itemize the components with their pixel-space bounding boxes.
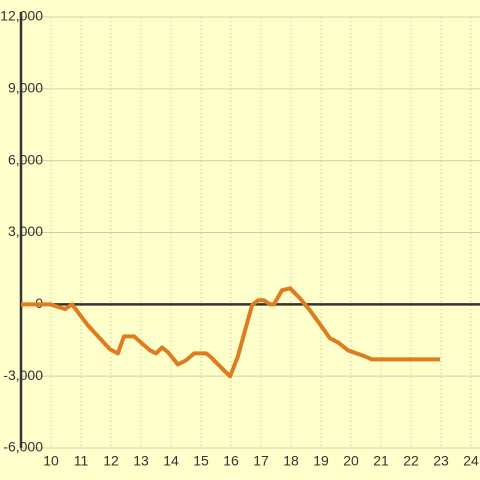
x-tick-label: 18 bbox=[283, 453, 299, 469]
y-tick-label: 6,000 bbox=[8, 151, 43, 167]
y-tick-label: 9,000 bbox=[8, 80, 43, 96]
x-tick-label: 16 bbox=[223, 453, 239, 469]
x-tick-label: 24 bbox=[463, 453, 479, 469]
x-tick-label: 14 bbox=[163, 453, 179, 469]
x-tick-label: 21 bbox=[373, 453, 389, 469]
x-tick-label: 22 bbox=[403, 453, 419, 469]
x-tick-label: 23 bbox=[433, 453, 449, 469]
y-tick-label: -6,000 bbox=[3, 439, 43, 455]
x-tick-label: 13 bbox=[133, 453, 149, 469]
x-tick-label: 10 bbox=[43, 453, 59, 469]
x-tick-label: 19 bbox=[313, 453, 329, 469]
x-tick-label: 15 bbox=[193, 453, 209, 469]
y-tick-label: 3,000 bbox=[8, 223, 43, 239]
line bbox=[21, 286, 441, 379]
x-tick-label: 20 bbox=[343, 453, 359, 469]
x-tick-label: 12 bbox=[103, 453, 119, 469]
x-tick-label: 17 bbox=[253, 453, 269, 469]
y-tick-label: -3,000 bbox=[3, 367, 43, 383]
x-tick-label: 11 bbox=[74, 453, 89, 469]
